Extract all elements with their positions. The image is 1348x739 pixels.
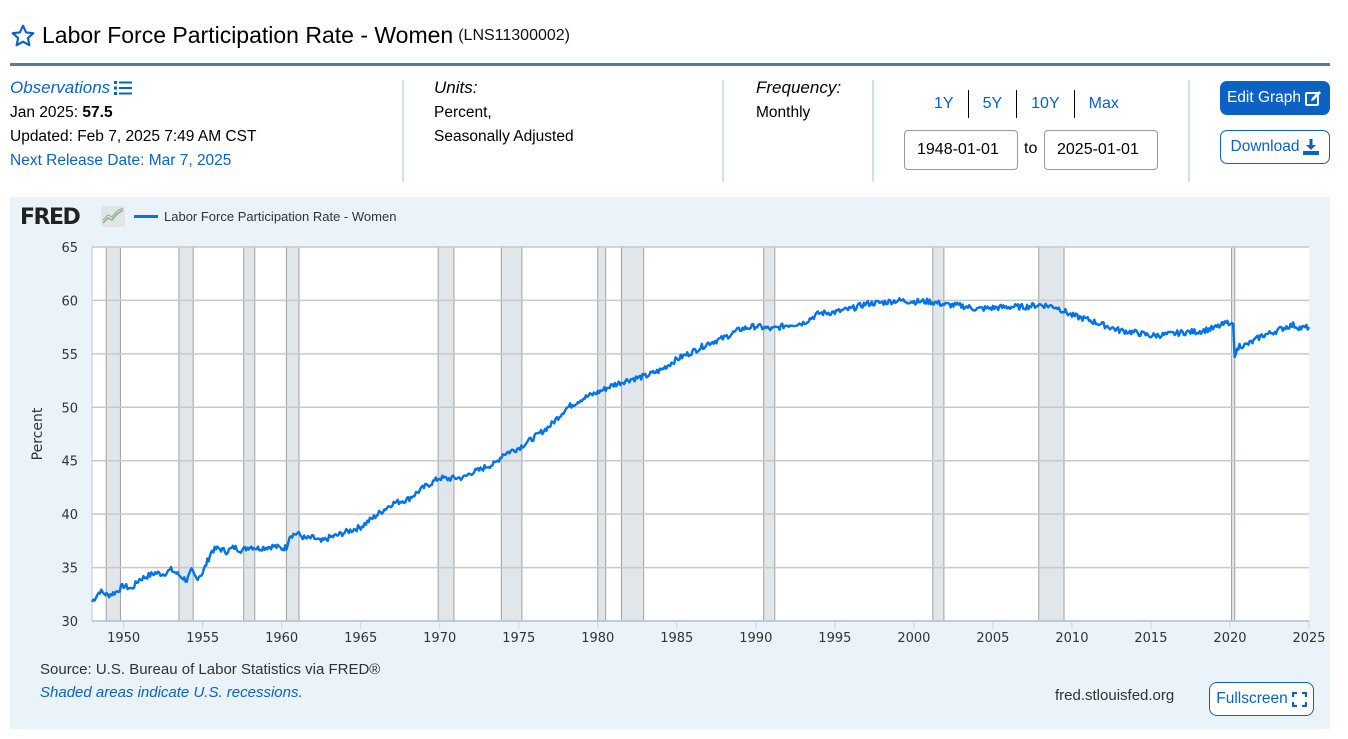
units-line1: Percent,: [434, 104, 492, 121]
fullscreen-button[interactable]: Fullscreen: [1209, 682, 1314, 716]
to-label: to: [1024, 140, 1038, 157]
latest-value: 57.5: [82, 104, 113, 121]
graph-panel: [10, 197, 1330, 729]
updated-text: Updated: Feb 7, 2025 7:49 AM CST: [10, 128, 257, 145]
observations-label: Observations: [10, 78, 111, 97]
title-divider: [10, 63, 1330, 66]
legend-label: Labor Force Participation Rate - Women: [164, 209, 397, 224]
range-10y[interactable]: 10Y: [1017, 90, 1075, 118]
separator: [872, 80, 874, 182]
units-line2: Seasonally Adjusted: [434, 128, 574, 145]
download-icon: [1303, 139, 1320, 155]
next-release-link[interactable]: Next Release Date: Mar 7, 2025: [10, 152, 232, 169]
units-panel: Units: Percent, Seasonally Adjusted: [434, 78, 714, 182]
range-1y[interactable]: 1Y: [920, 90, 969, 118]
fred-url[interactable]: fred.stlouisfed.org: [1055, 687, 1175, 704]
range-5y[interactable]: 5Y: [969, 90, 1018, 118]
observations-link[interactable]: Observations: [10, 78, 133, 98]
series-id: (LNS11300002): [458, 26, 570, 44]
end-date-input[interactable]: 2025-01-01: [1044, 130, 1158, 170]
star-icon[interactable]: [10, 23, 36, 49]
observations-panel: Observations Jan 2025: 57.5 Updated: Feb…: [10, 78, 400, 182]
edit-graph-label: Edit Graph: [1226, 89, 1302, 106]
latest-period: Jan 2025:: [10, 104, 79, 121]
separator: [1188, 80, 1190, 182]
latest-observation: Jan 2025: 57.5: [10, 104, 400, 122]
download-button[interactable]: Download: [1220, 130, 1330, 164]
title-row: Labor Force Participation Rate - Women (…: [10, 22, 570, 49]
recession-note: Shaded areas indicate U.S. recessions.: [40, 684, 303, 701]
source-text: Source: U.S. Bureau of Labor Statistics …: [40, 661, 381, 678]
chart-legend: Labor Force Participation Rate - Women: [134, 209, 396, 224]
range-buttons: 1Y 5Y 10Y Max: [920, 90, 1133, 118]
frequency-value: Monthly: [756, 104, 811, 121]
edit-icon: [1305, 90, 1322, 106]
fullscreen-label: Fullscreen: [1216, 690, 1288, 707]
separator: [402, 80, 404, 182]
list-icon: [114, 81, 133, 95]
legend-swatch: [134, 215, 158, 218]
download-label: Download: [1230, 138, 1300, 155]
separator: [722, 80, 724, 182]
range-max[interactable]: Max: [1088, 95, 1119, 112]
fred-chart-icon: [101, 206, 125, 227]
units-label: Units:: [434, 78, 478, 97]
start-date-input[interactable]: 1948-01-01: [904, 130, 1018, 170]
fullscreen-icon: [1291, 691, 1307, 707]
edit-graph-button[interactable]: Edit Graph: [1220, 81, 1330, 115]
page-title: Labor Force Participation Rate - Women: [42, 22, 454, 48]
frequency-label: Frequency:: [756, 78, 842, 97]
fred-logo: FRED: [20, 205, 81, 230]
frequency-panel: Frequency: Monthly: [756, 78, 866, 182]
